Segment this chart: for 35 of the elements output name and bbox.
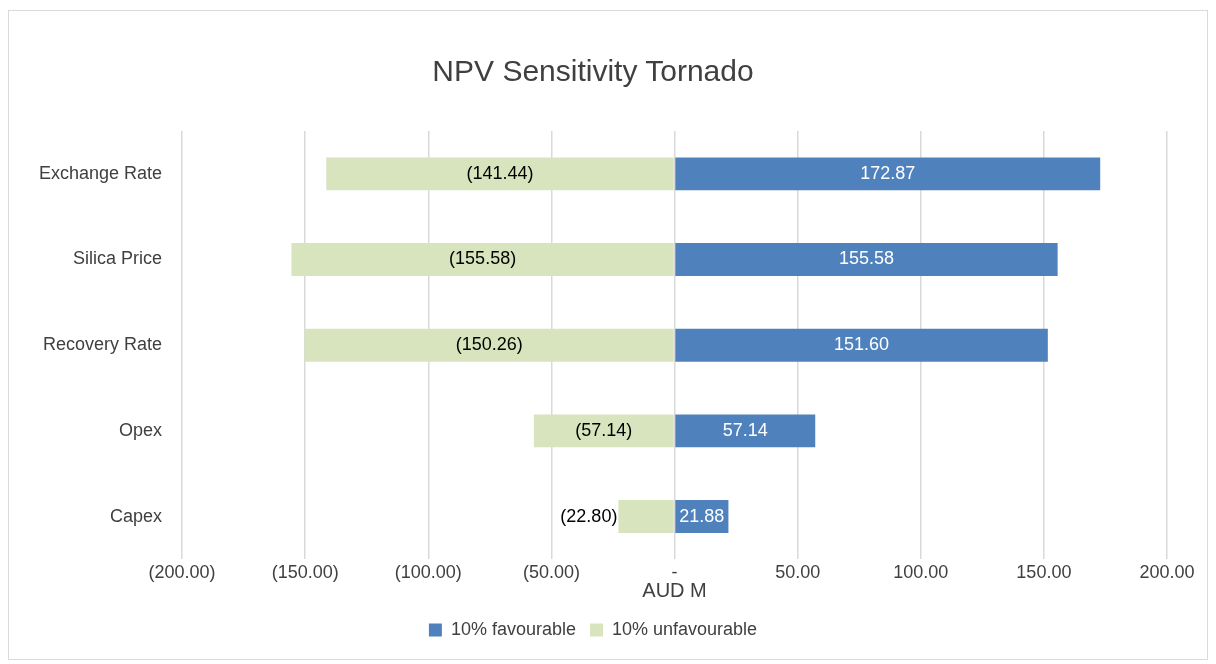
- bar: [675, 414, 816, 448]
- y-tick-label: Opex: [119, 419, 163, 440]
- y-tick-label: Silica Price: [73, 248, 163, 269]
- data-label: 57.14: [722, 419, 768, 440]
- bar: [304, 328, 674, 362]
- bar: [675, 328, 1048, 362]
- x-tick-label: 100.00: [893, 562, 949, 583]
- x-tick-label: (150.00): [271, 562, 339, 583]
- data-label: (22.80): [560, 505, 618, 526]
- bar: [675, 157, 1101, 191]
- data-label: (155.58): [449, 248, 517, 269]
- y-tick-label: Exchange Rate: [38, 162, 163, 183]
- bar: [618, 500, 674, 534]
- legend-label: 10% favourable: [450, 618, 576, 639]
- bar: [675, 243, 1058, 276]
- data-label: 21.88: [679, 505, 725, 526]
- data-label: (141.44): [466, 162, 534, 183]
- x-tick-label: (100.00): [394, 562, 462, 583]
- y-tick-label: Capex: [110, 505, 163, 526]
- legend-label: 10% unfavourable: [611, 618, 758, 639]
- bar: [326, 157, 674, 191]
- x-tick-label: 200.00: [1139, 562, 1195, 583]
- bar: [533, 414, 674, 448]
- x-tick-label: 150.00: [1016, 562, 1072, 583]
- x-tick-label: 50.00: [775, 562, 821, 583]
- x-tick-label: (50.00): [522, 562, 580, 583]
- data-label: 151.60: [834, 334, 890, 355]
- data-label: (57.14): [575, 419, 633, 440]
- data-label: (150.26): [455, 334, 523, 355]
- data-label: 155.58: [838, 248, 894, 269]
- data-label: 172.87: [860, 162, 916, 183]
- x-tick-label: (200.00): [148, 562, 216, 583]
- bar: [291, 243, 674, 276]
- y-tick-label: Recovery Rate: [43, 334, 163, 355]
- chart-title: NPV Sensitivity Tornado: [432, 54, 754, 88]
